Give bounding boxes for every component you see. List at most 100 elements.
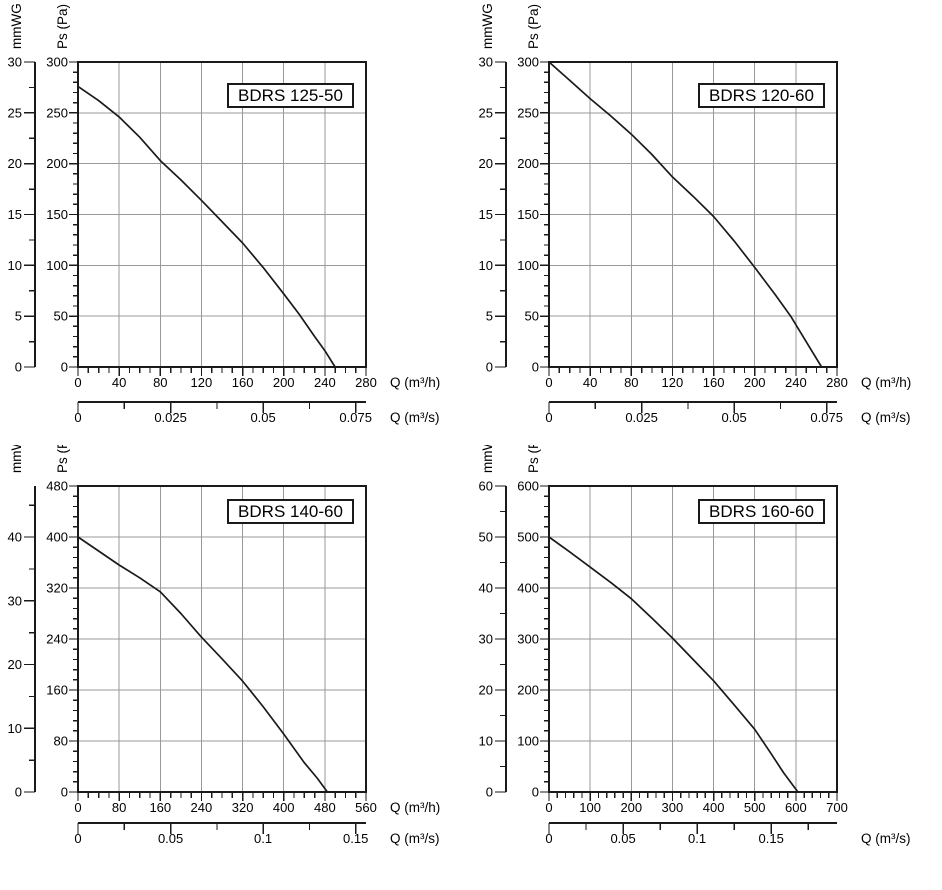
y-tick-label: 300 [517,632,539,647]
x2-axis-label: Q (m³/s) [861,831,911,846]
mmwg-tick-label: 60 [479,479,493,494]
x-tick-label: 300 [662,800,684,815]
mmwg-tick-label: 30 [479,55,493,70]
x-tick-label: 120 [191,375,213,390]
y-tick-label: 240 [46,632,68,647]
fan-curve-chart-bdrs-140-60: 0 80 160 240 320 400 480 560 Q (m³/h) 0 80 160 240 32… [0,445,471,890]
y-tick-label: 400 [517,581,539,596]
x2-axis-label: Q (m³/s) [390,410,440,425]
mmwg-tick-label: 25 [8,105,22,120]
y-axis-label: Ps (Pa) [526,4,541,49]
y-tick-label: 150 [46,207,68,222]
x-tick-label: 100 [579,800,601,815]
y-tick-label: 200 [517,683,539,698]
x-tick-label: 80 [153,375,167,390]
y-tick-label: 250 [46,105,68,120]
mmwg-tick-label: 10 [479,734,493,749]
x-axis-label: Q (m³/h) [390,800,440,815]
mmwg-tick-label: 40 [8,530,22,545]
mmwg-axis-label: mmWG [480,445,495,473]
y-tick-label: 0 [61,785,68,800]
mmwg-tick-label: 30 [479,632,493,647]
y-tick-label: 100 [517,258,539,273]
x-tick-label: 240 [191,800,213,815]
y-axis-label: Ps (Pa) [55,4,70,49]
y-tick-label: 150 [517,207,539,222]
x2-tick-label: 0.15 [759,831,784,846]
y-tick-label: 50 [525,309,539,324]
x-tick-label: 240 [314,375,336,390]
mmwg-tick-label: 0 [486,360,493,375]
x2-tick-label: 0 [74,831,81,846]
y-tick-label: 0 [532,785,539,800]
x-tick-label: 200 [744,375,766,390]
chart-svg: 0 40 80 120 160 200 240 280 Q (m³/h)050100150200… [8,3,441,425]
mmwg-tick-label: 10 [8,258,22,273]
y-tick-label: 200 [517,156,539,171]
x2-tick-label: 0.1 [254,831,272,846]
y-tick-label: 100 [46,258,68,273]
x-tick-label: 160 [232,375,254,390]
mmwg-tick-label: 25 [479,105,493,120]
x2-tick-label: 0 [545,410,552,425]
mmwg-tick-label: 5 [486,309,493,324]
fan-performance-curve [77,85,336,368]
x-tick-label: 80 [112,800,126,815]
mmwg-tick-label: 15 [479,207,493,222]
x-tick-label: 0 [545,800,552,815]
x-tick-label: 280 [355,375,377,390]
x-tick-label: 480 [314,800,336,815]
x-tick-label: 560 [355,800,377,815]
y-tick-label: 320 [46,581,68,596]
x2-tick-label: 0 [545,831,552,846]
y-axis-label: Ps (Pa) [526,445,541,473]
mmwg-tick-label: 20 [479,683,493,698]
mmwg-tick-label: 30 [8,55,22,70]
chart-svg: 0 40 80 120 160 200 240 280 Q (m³/h)050100150200… [479,3,912,425]
chart-svg: 0 80 160 240 320 400 480 560 Q (m³/h)08016024032… [8,445,441,846]
y-tick-label: 0 [532,360,539,375]
y-tick-label: 250 [517,105,539,120]
mmwg-axis-label: mmWG [9,445,24,473]
x-tick-label: 160 [703,375,725,390]
y-tick-label: 400 [46,530,68,545]
x-tick-label: 0 [74,375,81,390]
fan-performance-curve [77,536,329,793]
x-tick-label: 40 [583,375,597,390]
mmwg-tick-label: 20 [8,657,22,672]
mmwg-tick-label: 20 [8,156,22,171]
mmwg-tick-label: 20 [479,156,493,171]
mmwg-tick-label: 10 [8,721,22,736]
y-tick-label: 300 [517,55,539,70]
x2-tick-label: 0.1 [688,831,706,846]
fan-curve-chart-bdrs-160-60: 0 100 200 300 400 500 600 700 0 100 200 300 400 500 60… [471,445,942,890]
mmwg-tick-label: 15 [8,207,22,222]
mmwg-axis-label: mmWG [9,3,24,49]
y-tick-label: 80 [54,734,68,749]
x-tick-label: 120 [662,375,684,390]
mmwg-tick-label: 40 [479,581,493,596]
mmwg-tick-label: 50 [479,530,493,545]
chart-title-box [698,83,825,108]
chart-title-box [227,499,354,524]
mmwg-tick-label: 0 [15,360,22,375]
mmwg-tick-label: 5 [15,309,22,324]
y-tick-label: 160 [46,683,68,698]
x-tick-label: 200 [273,375,295,390]
mmwg-tick-label: 10 [479,258,493,273]
x-tick-label: 400 [703,800,725,815]
x2-tick-label: 0 [74,410,81,425]
chart-svg: 0 100 200 300 400 500 600 700010020030040050060… [479,445,911,846]
y-tick-label: 100 [517,734,539,749]
mmwg-tick-label: 30 [8,593,22,608]
chart-title-box [227,83,354,108]
x2-tick-label: 0.05 [250,410,275,425]
x-tick-label: 240 [785,375,807,390]
x2-tick-label: 0.025 [625,410,658,425]
mmwg-tick-label: 0 [486,785,493,800]
x-tick-label: 500 [744,800,766,815]
fan-curve-chart-bdrs-120-60: 0 40 80 120 160 200 240 280 Q (m³/h) 0 50 100 150 200… [471,0,942,445]
y-tick-label: 200 [46,156,68,171]
chart-title: BDRS 120-60 [709,86,814,105]
x2-tick-label: 0.15 [343,831,368,846]
